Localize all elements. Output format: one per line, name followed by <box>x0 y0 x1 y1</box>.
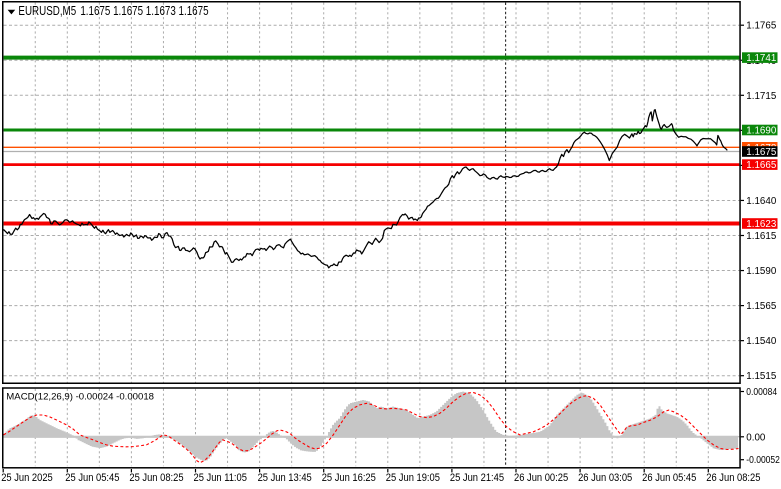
svg-text:25 Jun 11:05: 25 Jun 11:05 <box>194 473 248 485</box>
svg-text:1.1765: 1.1765 <box>746 21 777 32</box>
svg-text:25 Jun 08:25: 25 Jun 08:25 <box>129 473 183 485</box>
svg-text:25 Jun 13:45: 25 Jun 13:45 <box>258 473 312 485</box>
svg-text:0.00084: 0.00084 <box>746 386 777 397</box>
svg-text:1.1590: 1.1590 <box>746 266 777 277</box>
svg-text:26 Jun 00:25: 26 Jun 00:25 <box>514 473 568 485</box>
svg-text:25 Jun 16:25: 25 Jun 16:25 <box>322 473 376 485</box>
svg-text:EURUSD,M5: EURUSD,M5 <box>18 5 76 18</box>
svg-text:26 Jun 08:25: 26 Jun 08:25 <box>706 473 760 485</box>
svg-text:25 Jun 05:45: 25 Jun 05:45 <box>65 473 119 485</box>
svg-text:1.1715: 1.1715 <box>746 91 777 102</box>
svg-text:1.1675: 1.1675 <box>746 147 777 158</box>
svg-text:25 Jun 21:45: 25 Jun 21:45 <box>450 473 504 485</box>
svg-text:1.1741: 1.1741 <box>746 53 776 64</box>
svg-text:1.1565: 1.1565 <box>746 301 777 312</box>
svg-text:1.1665: 1.1665 <box>746 160 777 171</box>
svg-text:25 Jun 2025: 25 Jun 2025 <box>1 473 53 485</box>
svg-text:1.1675 1.1675 1.1673 1.1675: 1.1675 1.1675 1.1673 1.1675 <box>80 5 208 18</box>
svg-text:MACD(12,26,9) -0.00024 -0.0001: MACD(12,26,9) -0.00024 -0.00018 <box>6 392 154 403</box>
svg-text:-0.00052: -0.00052 <box>746 455 780 466</box>
svg-text:1.1690: 1.1690 <box>746 126 777 137</box>
svg-text:0.00: 0.00 <box>746 432 766 443</box>
svg-text:1.1615: 1.1615 <box>746 231 777 242</box>
svg-text:1.1640: 1.1640 <box>746 196 777 207</box>
svg-text:26 Jun 05:45: 26 Jun 05:45 <box>642 473 696 485</box>
svg-text:1.1515: 1.1515 <box>746 371 777 382</box>
svg-text:1.1623: 1.1623 <box>746 219 777 230</box>
svg-text:26 Jun 03:05: 26 Jun 03:05 <box>578 473 632 485</box>
svg-text:25 Jun 19:05: 25 Jun 19:05 <box>386 473 440 485</box>
svg-text:1.1540: 1.1540 <box>746 336 777 347</box>
